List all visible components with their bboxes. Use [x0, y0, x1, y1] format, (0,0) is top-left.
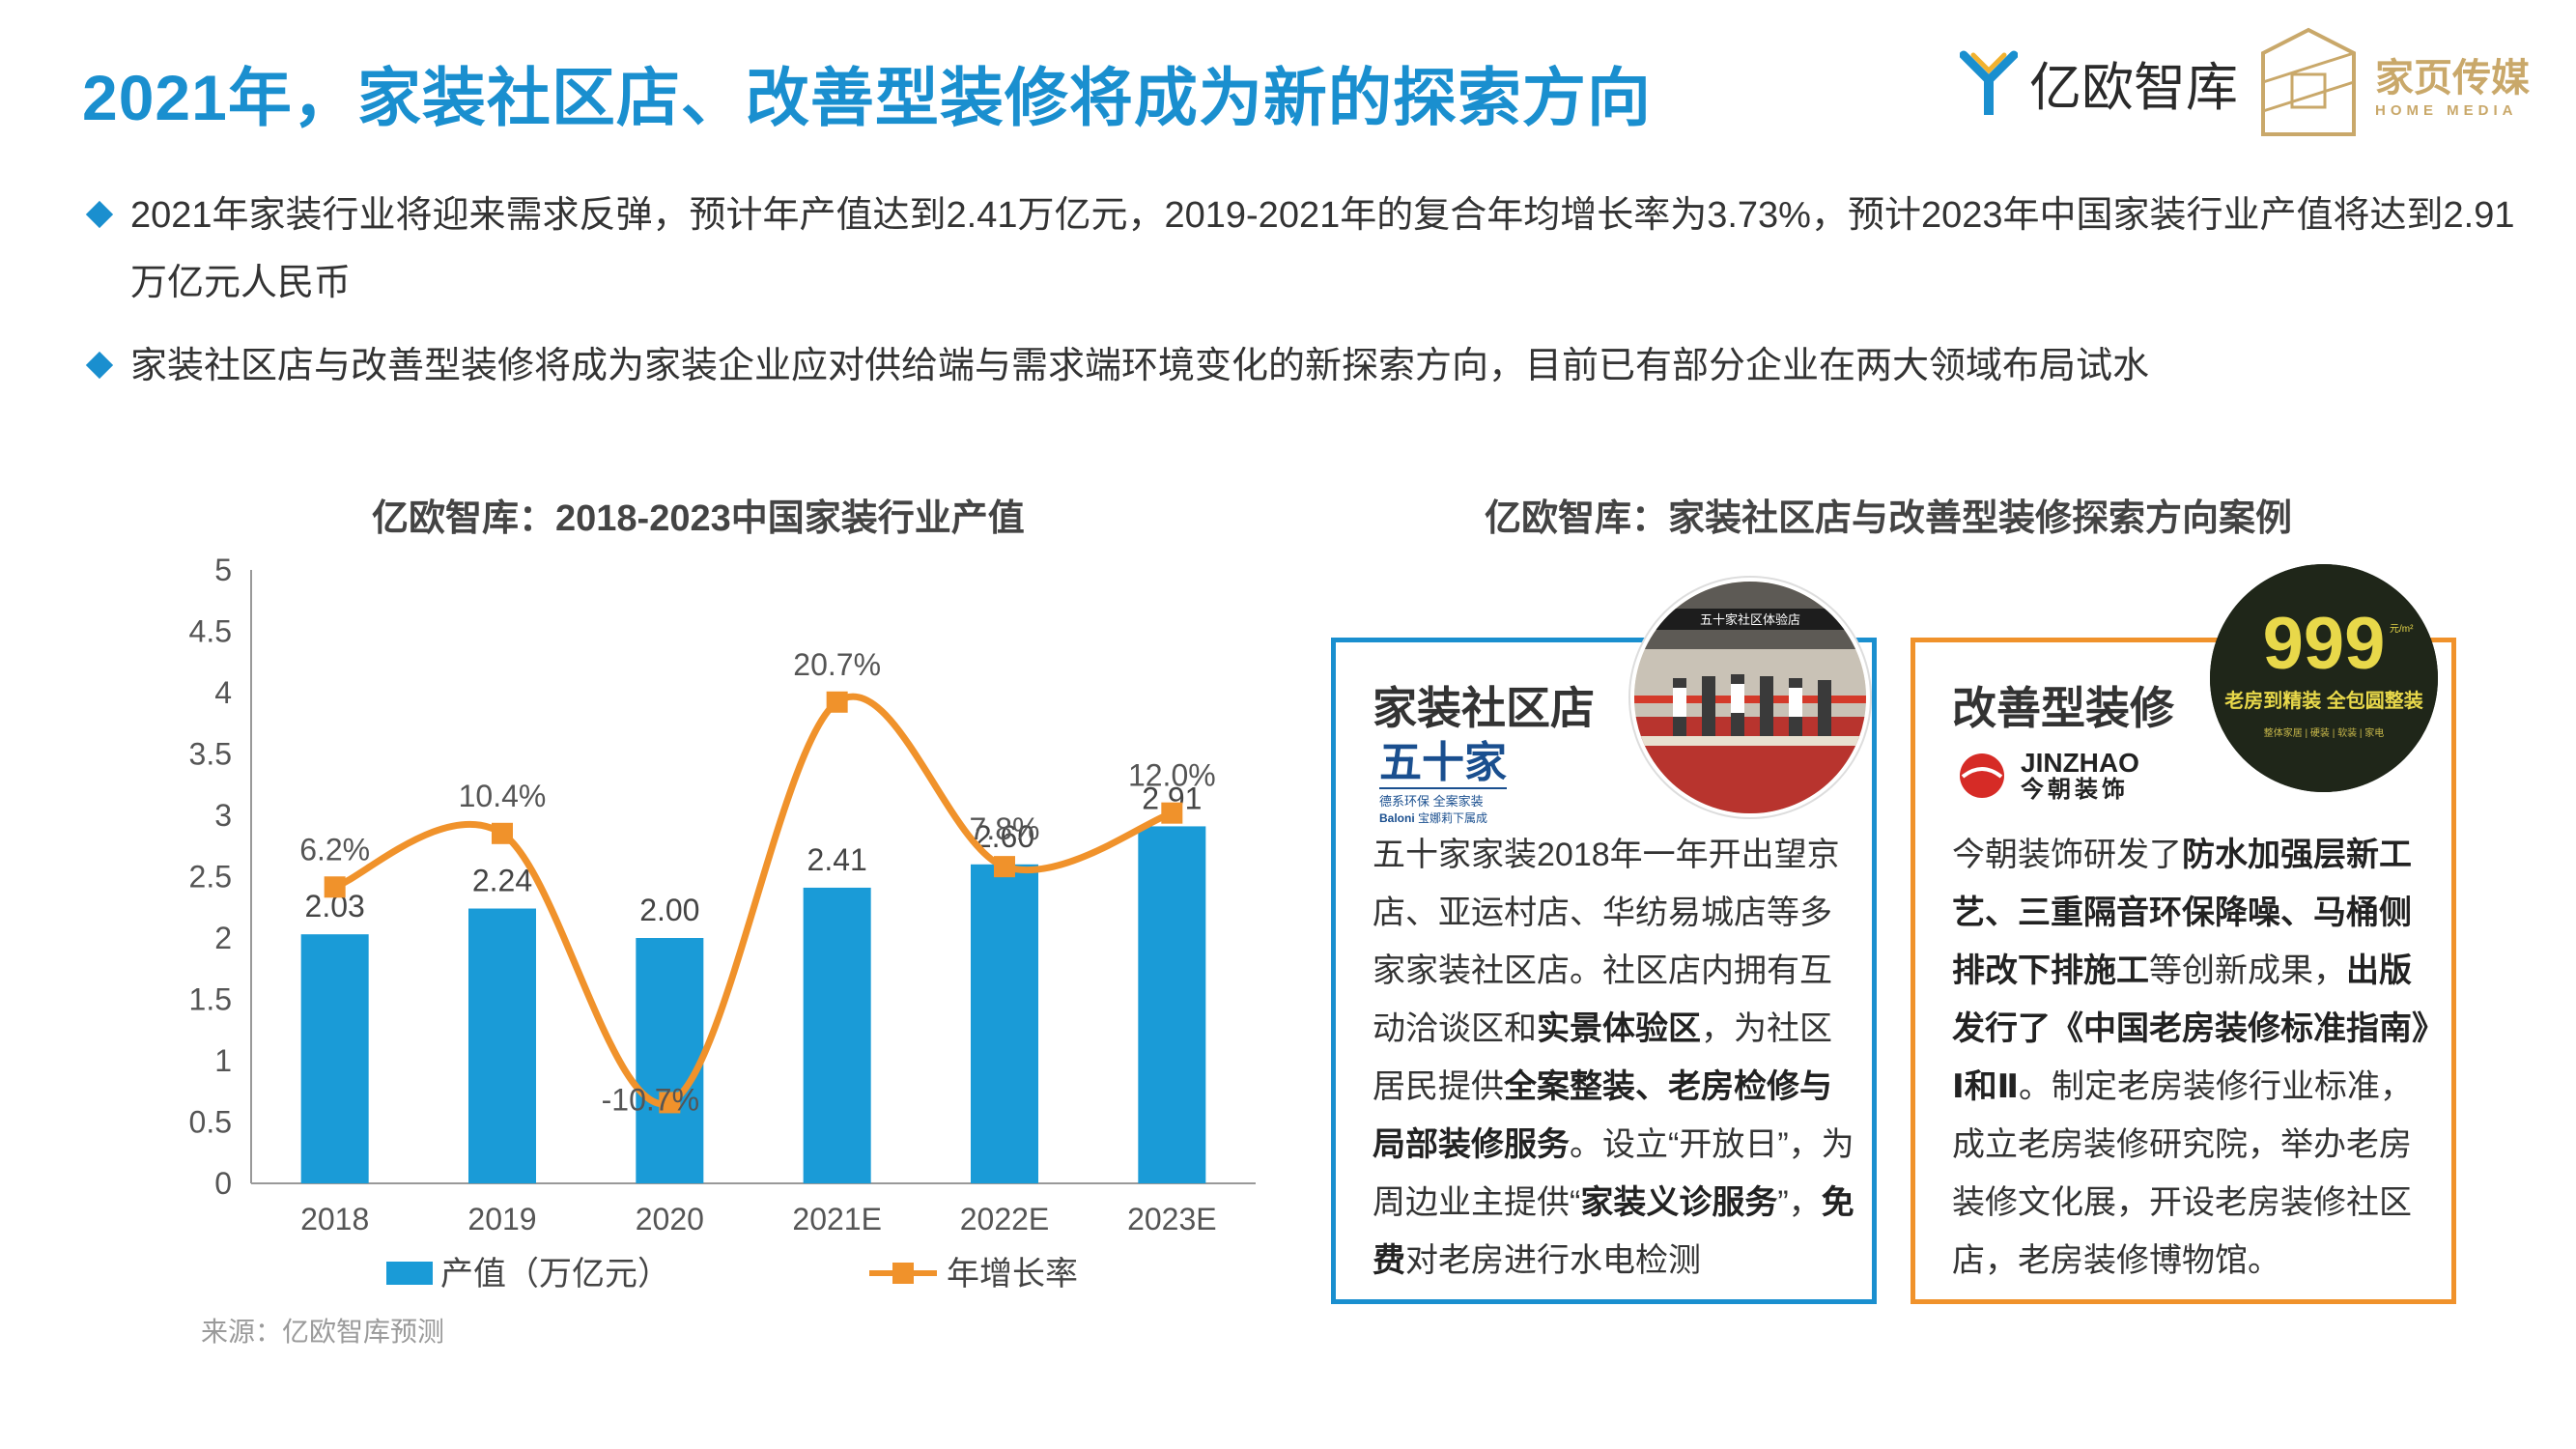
growth-rate-marker: [1161, 802, 1183, 824]
y-tick-label: 3: [214, 798, 232, 833]
home-media-logo: 家页传媒 HOME MEDIA: [2255, 24, 2530, 140]
diamond-bullet-icon: [85, 200, 114, 229]
yiou-logo: 亿欧智库: [1960, 44, 2238, 121]
jinzhao-logo-icon: [1960, 753, 2004, 798]
home-media-en: HOME MEDIA: [2375, 101, 2518, 119]
legend-bar-label: 产值（万亿元）: [440, 1256, 670, 1293]
logo-group: 亿欧智库 家页传媒 HOME MEDIA: [1960, 19, 2530, 145]
bar-output-value: [636, 938, 704, 1183]
growth-rate-marker: [324, 876, 346, 898]
growth-rate-marker: [492, 822, 513, 844]
legend-line-marker: [892, 1263, 914, 1284]
chart-title: 亿欧智库：2018-2023中国家装行业产值: [372, 498, 1025, 539]
output-value-chart: 00.511.522.533.544.552.032.242.002.412.6…: [189, 553, 1256, 1293]
bar-value-label: 2.24: [472, 864, 532, 898]
y-tick-label: 5: [214, 553, 232, 587]
x-tick-label: 2020: [636, 1202, 704, 1236]
diamond-bullet-icon: [85, 351, 114, 380]
svg-text:整体家居 | 硬装 | 软装 | 家电: 整体家居 | 硬装 | 软装 | 家电: [2264, 726, 2384, 739]
case-body: 五十家家装2018年一年开出望京店、亚运村店、华纺易城店等多家家装社区店。社区店…: [1373, 837, 1854, 1279]
y-tick-label: 1.5: [189, 982, 232, 1017]
growth-rate-label: 6.2%: [299, 832, 370, 867]
bullet-text: 2021年家装行业将迎来需求反弹，预计年产值达到2.41万亿元，2019-202…: [130, 195, 2515, 303]
growth-rate-line: [333, 693, 1174, 1108]
page-title: 2021年，家装社区店、改善型装修将成为新的探索方向: [82, 62, 1652, 133]
bullet-list: 2021年家装行业将迎来需求反弹，预计年产值达到2.41万亿元，2019-202…: [82, 182, 2516, 415]
home-media-cn: 家页传媒: [2375, 56, 2530, 99]
growth-rate-label: 12.0%: [1128, 758, 1216, 793]
svg-text:五十家社区体验店: 五十家社区体验店: [1700, 612, 1800, 627]
yiou-logo-text: 亿欧智库: [2029, 58, 2238, 117]
legend-bar-swatch: [386, 1262, 433, 1285]
y-tick-label: 2.5: [189, 860, 232, 895]
bar-output-value: [468, 908, 536, 1183]
bullet-item: 家装社区店与改善型装修将成为家装企业应对供给端与需求端环境变化的新探索方向，目前…: [82, 332, 2516, 400]
bar-output-value: [971, 864, 1038, 1183]
cases-title: 亿欧智库：家装社区店与改善型装修探索方向案例: [1485, 498, 2293, 539]
x-tick-label: 2019: [467, 1202, 536, 1236]
y-tick-label: 3.5: [189, 737, 232, 772]
bar-output-value: [300, 934, 369, 1183]
growth-rate-marker: [659, 1092, 681, 1114]
bar-value-label: 2.60: [975, 819, 1034, 854]
bar-value-label: 2.00: [639, 893, 699, 927]
svg-text:元/m²: 元/m²: [2390, 624, 2414, 635]
y-tick-label: 4: [214, 675, 232, 710]
growth-rate-marker: [994, 856, 1015, 878]
x-tick-label: 2018: [300, 1202, 369, 1236]
legend-line-label: 年增长率: [947, 1256, 1078, 1293]
case-heading: 改善型装修: [1952, 683, 2174, 733]
wushijia-logo: 五十家 德系环保 全案家装 Baloni 宝娜莉下属成: [1379, 739, 1507, 825]
case-heading: 家装社区店: [1373, 683, 1595, 733]
x-tick-label: 2023E: [1127, 1202, 1217, 1236]
growth-rate-label: 7.8%: [970, 811, 1040, 846]
growth-rate-marker: [826, 691, 848, 713]
svg-text:999: 999: [2263, 603, 2386, 685]
y-tick-label: 2: [214, 921, 232, 955]
jinzhao-logo: JINZHAO 今朝装饰: [1955, 749, 2139, 803]
community-store-photo: 五十家社区体验店: [1630, 578, 1870, 817]
bar-output-value: [803, 887, 871, 1183]
x-tick-label: 2022E: [960, 1202, 1050, 1236]
y-tick-label: 4.5: [189, 614, 232, 649]
yiou-logo-icon: [1960, 50, 2018, 115]
y-tick-label: 0: [214, 1166, 232, 1201]
bullet-text: 家装社区店与改善型装修将成为家装企业应对供给端与需求端环境变化的新探索方向，目前…: [130, 346, 2150, 386]
growth-rate-label: 10.4%: [459, 779, 547, 813]
home-media-logo-icon: [2261, 27, 2356, 136]
renovation-ad-photo: 999 元/m² 老房到精装 全包圆整装 整体家居 | 硬装 | 软装 | 家电: [2210, 564, 2438, 792]
x-tick-label: 2021E: [792, 1202, 882, 1236]
growth-rate-label: -10.7%: [602, 1082, 699, 1117]
case-body: 今朝装饰研发了防水加强层新工艺、三重隔音环保降噪、马桶侧排改下排施工等创新成果，…: [1952, 837, 2428, 1279]
growth-rate-label: 20.7%: [793, 647, 881, 682]
bar-output-value: [1138, 826, 1206, 1183]
y-tick-label: 0.5: [189, 1105, 232, 1140]
y-tick-label: 1: [214, 1043, 232, 1078]
bar-value-label: 2.41: [807, 842, 867, 877]
source-note: 来源：亿欧智库预测: [201, 1317, 445, 1347]
svg-text:老房到精装 全包圆整装: 老房到精装 全包圆整装: [2224, 689, 2423, 712]
bullet-item: 2021年家装行业将迎来需求反弹，预计年产值达到2.41万亿元，2019-202…: [82, 182, 2516, 317]
